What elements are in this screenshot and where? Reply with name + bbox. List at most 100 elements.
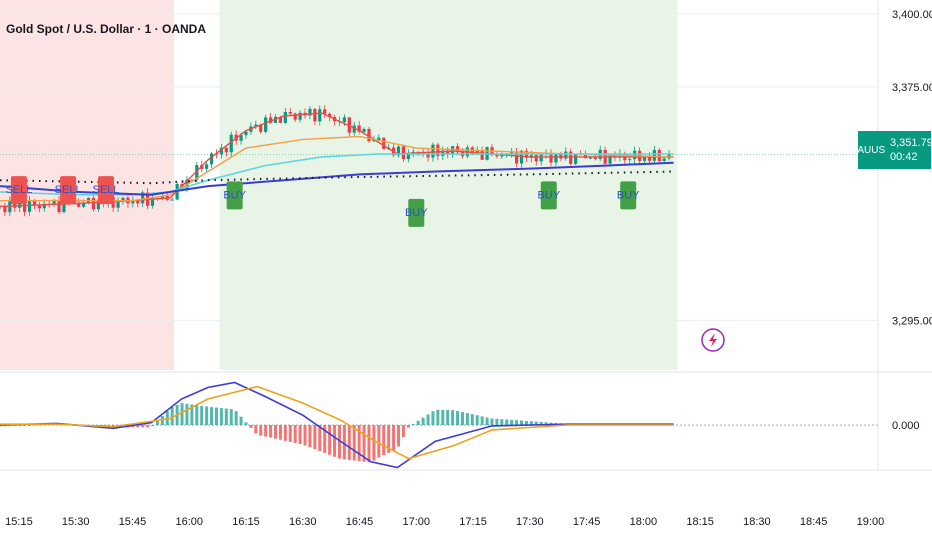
series-line-ema-mid: [0, 135, 674, 202]
signal-badge: [226, 181, 243, 210]
histogram-bar: [377, 425, 381, 458]
histogram-bar: [264, 425, 268, 437]
candle-body: [219, 147, 223, 155]
histogram-bar: [333, 425, 337, 457]
histogram-bar: [411, 423, 415, 426]
histogram-bar: [13, 425, 17, 426]
candle-body: [431, 144, 435, 158]
histogram-bar: [441, 409, 445, 426]
histogram-bar: [278, 425, 282, 440]
candle-body: [224, 147, 228, 153]
candle-body: [362, 128, 366, 132]
histogram-bar: [249, 425, 253, 428]
candle-body: [328, 113, 332, 117]
buy-zone: [219, 0, 678, 370]
candle-body: [131, 200, 135, 204]
histogram-bar: [515, 420, 519, 426]
histogram-bar: [544, 422, 548, 426]
candle-body: [642, 155, 647, 161]
candle-body: [510, 151, 514, 155]
histogram-bar: [500, 419, 504, 426]
candle-body: [278, 116, 283, 123]
histogram-bar: [303, 425, 307, 446]
histogram-bar: [239, 416, 243, 426]
signal-markers: SELL SELL SELL BUY BUY BUY BUY: [5, 176, 640, 227]
histogram-bar: [357, 425, 361, 462]
histogram-bar: [372, 425, 376, 461]
histogram-bar: [224, 408, 228, 426]
candle-body: [205, 164, 209, 169]
histogram-bar: [475, 415, 479, 426]
x-tick-label: 18:30: [743, 516, 771, 528]
histogram-bar: [387, 425, 391, 453]
signal-line: [0, 385, 674, 460]
histogram-bar: [205, 406, 209, 426]
x-tick-label: 16:00: [175, 516, 203, 528]
candle-body: [136, 200, 140, 204]
candle-body: [22, 203, 27, 212]
histogram-bar: [495, 418, 499, 426]
candle-body: [480, 150, 484, 160]
histogram-bar: [136, 425, 140, 428]
histogram-bar: [520, 420, 524, 426]
histogram-bar: [382, 425, 386, 456]
histogram-bar: [32, 424, 36, 426]
candle-body: [514, 151, 519, 164]
histogram-bar: [180, 403, 184, 426]
histogram-bar: [436, 409, 440, 426]
x-tick-label: 17:15: [459, 516, 487, 528]
candle-body: [539, 154, 543, 162]
histogram-bar: [195, 405, 199, 426]
histogram-bar: [323, 425, 327, 454]
candle-body: [42, 203, 46, 209]
candle-body: [628, 159, 632, 161]
macd-line: [0, 381, 674, 469]
symbol-badge: XAUUSD: [851, 131, 892, 169]
signal-badge: [97, 176, 114, 205]
histogram-bar: [392, 425, 396, 451]
signal-label: SELL: [5, 184, 32, 196]
histogram-bar: [210, 407, 214, 426]
histogram-bar: [185, 403, 189, 426]
histogram-bar: [456, 410, 460, 426]
histogram-bar: [431, 411, 435, 426]
histogram-bar: [155, 421, 159, 426]
histogram-bar: [465, 413, 469, 426]
candle-body: [283, 111, 287, 123]
candle-body: [446, 150, 450, 155]
candle-body: [268, 117, 273, 123]
candle-body: [170, 199, 174, 201]
candle-body: [647, 155, 652, 161]
histogram-bar: [524, 420, 528, 426]
candle-body: [519, 150, 524, 164]
candle-body: [569, 151, 573, 164]
histogram-bar: [421, 417, 425, 426]
histogram-bar: [362, 425, 366, 462]
candle-body: [62, 199, 66, 213]
histogram-bar: [401, 425, 405, 438]
candle-body: [57, 199, 61, 213]
candle-body: [574, 154, 578, 164]
axes: 3,400.000 3,375.000 3,295.000 15:15 15:30 15:…: [0, 0, 932, 528]
lightning-bolt-icon[interactable]: [701, 328, 725, 352]
candle-body: [495, 155, 499, 157]
histogram-bar: [470, 414, 474, 426]
candle-body: [264, 117, 268, 132]
candle-body: [254, 124, 258, 127]
signal-zones: [0, 0, 678, 370]
histogram-bar: [274, 425, 278, 439]
signal-badge: [10, 176, 27, 205]
histogram-bar: [328, 425, 332, 455]
candle-body: [549, 153, 553, 163]
candle-body: [52, 199, 56, 205]
histogram-bar: [416, 420, 420, 426]
candle-body: [308, 108, 312, 116]
signal-label: SELL: [93, 184, 120, 196]
x-tick-label: 16:30: [289, 516, 317, 528]
candle-body: [209, 153, 214, 165]
histogram-bar: [534, 421, 538, 426]
osc-y-tick-label: 0.000: [892, 420, 920, 432]
candle-body: [352, 125, 356, 133]
x-tick-label: 18:00: [630, 516, 658, 528]
